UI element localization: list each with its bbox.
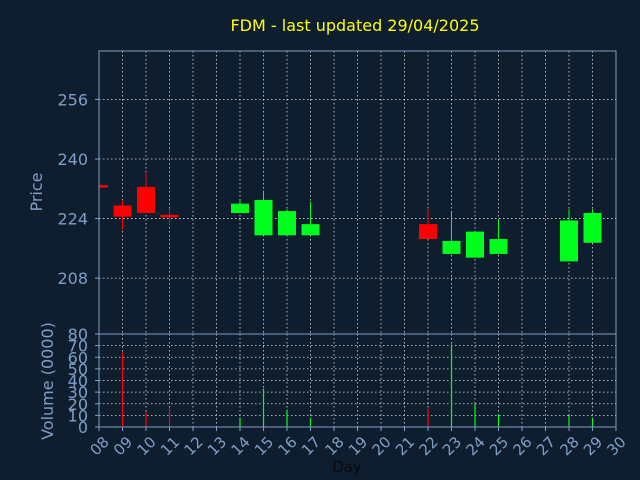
x-tick-label: 19 <box>345 433 371 459</box>
candle-body <box>466 231 484 258</box>
candle <box>419 209 437 240</box>
volume-tick-label: 60 <box>68 348 88 367</box>
axes-layer: 2082242402560102030405060708008091011121… <box>57 50 630 459</box>
x-tick-label: 15 <box>251 433 277 459</box>
volume-axis-label: Volume (0000) <box>38 322 57 440</box>
candle-body <box>278 211 296 236</box>
candle <box>301 201 320 236</box>
candle-body <box>231 203 249 213</box>
x-tick-label: 18 <box>322 433 348 459</box>
price-tick-label: 240 <box>57 150 88 169</box>
candle <box>278 209 296 236</box>
candle <box>231 199 249 213</box>
x-tick-label: 17 <box>298 433 324 459</box>
volume-tick-label: 70 <box>68 337 88 356</box>
x-tick-label: 22 <box>416 433 442 459</box>
marks-layer <box>98 172 602 427</box>
volume-tick-label: 80 <box>68 325 88 344</box>
volume-tick-label: 10 <box>68 406 88 425</box>
x-tick-label: 14 <box>228 433 254 459</box>
candle-body <box>160 214 179 218</box>
volume-tick-label: 40 <box>68 372 88 391</box>
volume-tick-label: 30 <box>68 383 88 402</box>
candle <box>137 172 155 213</box>
candle <box>489 220 508 254</box>
x-tick-label: 08 <box>87 433 113 459</box>
candle-body <box>560 220 578 262</box>
x-tick-label: 26 <box>510 433 536 459</box>
candle-body <box>113 205 132 217</box>
x-axis-label: Day <box>332 458 362 476</box>
candle-body <box>137 186 155 213</box>
price-tick-label: 224 <box>57 210 88 229</box>
volume-tick-label: 50 <box>68 360 88 379</box>
x-tick-label: 10 <box>134 433 160 459</box>
candle <box>160 209 179 225</box>
price-tick-label: 256 <box>57 90 88 109</box>
volume-tick-label: 20 <box>68 395 88 414</box>
candle <box>560 209 578 262</box>
x-tick-label: 27 <box>533 433 559 459</box>
candle-body <box>254 199 273 236</box>
candle <box>254 190 273 236</box>
x-tick-label: 29 <box>580 433 606 459</box>
x-tick-label: 21 <box>392 433 418 459</box>
candle <box>442 211 461 254</box>
x-tick-label: 12 <box>181 433 207 459</box>
x-tick-label: 11 <box>157 433 183 459</box>
x-tick-label: 23 <box>439 433 465 459</box>
grid-layer <box>99 51 616 427</box>
x-tick-label: 20 <box>369 433 395 459</box>
candle-body <box>442 240 461 254</box>
volume-panel-frame <box>98 333 617 428</box>
candle-body <box>489 239 508 254</box>
price-tick-label: 208 <box>57 269 88 288</box>
candle <box>113 199 132 230</box>
candle <box>466 231 484 258</box>
x-tick-label: 13 <box>204 433 230 459</box>
x-tick-label: 28 <box>557 433 583 459</box>
x-tick-label: 09 <box>110 433 136 459</box>
price-axis-label: Price <box>27 172 46 211</box>
candle <box>98 185 108 188</box>
x-tick-label: 30 <box>604 433 630 459</box>
candle-body <box>583 212 602 243</box>
candle-body <box>301 224 320 236</box>
x-tick-label: 16 <box>275 433 301 459</box>
candle-body <box>419 224 437 240</box>
volume-tick-label: 0 <box>78 418 88 437</box>
x-tick-label: 24 <box>463 433 489 459</box>
x-tick-label: 25 <box>486 433 512 459</box>
candle <box>583 209 602 243</box>
chart-title: FDM - last updated 29/04/2025 <box>230 16 479 35</box>
candle-body <box>99 185 108 188</box>
